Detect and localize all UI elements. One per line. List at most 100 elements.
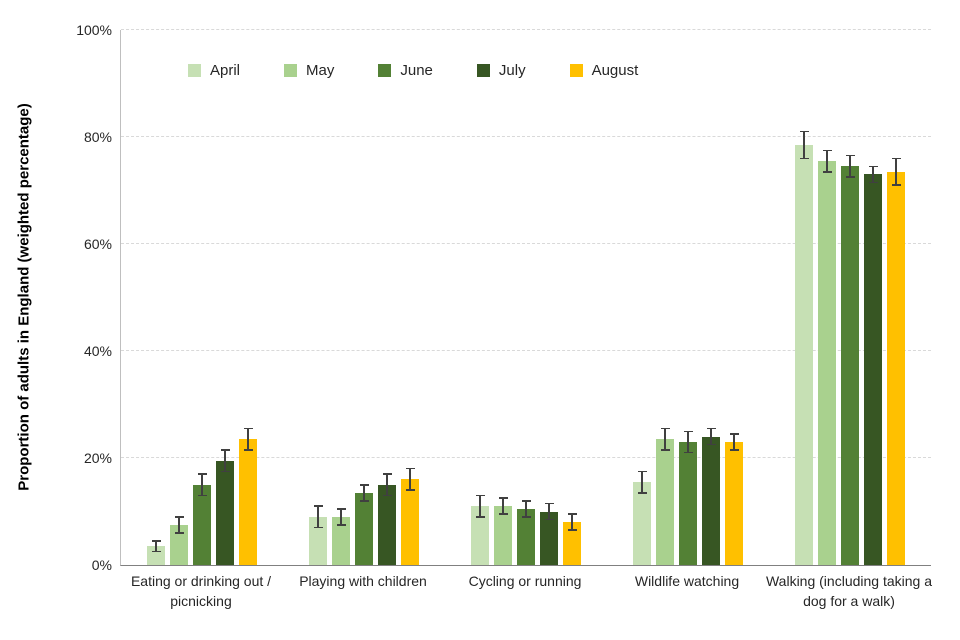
x-axis-label-2: Playing with children (299, 573, 427, 589)
error-bar-august-3 (571, 514, 573, 531)
bar-august-5 (887, 171, 905, 565)
bar-slot-august-5 (887, 30, 905, 565)
error-cap-high-june-4 (683, 430, 693, 432)
error-bar-may-4 (664, 428, 666, 450)
error-bar-may-2 (340, 508, 342, 525)
error-cap-low-may-2 (336, 524, 346, 526)
error-bar-april-2 (317, 506, 319, 528)
bar-june-5 (841, 166, 859, 565)
error-bar-april-1 (155, 540, 157, 552)
bar-june-4 (679, 441, 697, 565)
error-bar-may-3 (502, 498, 504, 515)
error-cap-high-april-3 (475, 494, 485, 497)
bar-august-3 (563, 522, 581, 565)
bar-june-3 (517, 508, 535, 565)
error-cap-low-july-3 (544, 518, 554, 521)
error-cap-low-april-1 (151, 550, 161, 553)
legend-swatch-june (378, 64, 392, 77)
x-axis-label-5: Walking (including taking a dog for a wa… (765, 573, 932, 609)
bar-slot-april-4 (633, 30, 651, 565)
error-cap-low-june-1 (197, 494, 207, 497)
y-tick-label-100: 100% (76, 22, 112, 38)
y-tick-label-40: 40% (83, 343, 112, 359)
error-cap-low-july-5 (868, 181, 878, 184)
error-bar-june-4 (687, 431, 689, 453)
error-bar-may-5 (826, 150, 828, 172)
bar-group-1 (121, 30, 283, 565)
bar-slot-august-3 (563, 30, 581, 565)
error-cap-high-may-4 (660, 427, 670, 430)
bar-slot-june-3 (517, 30, 535, 565)
error-cap-low-july-4 (706, 443, 716, 446)
legend-item-august: August (569, 62, 639, 79)
bar-slot-may-4 (656, 30, 674, 565)
bar-slot-august-2 (401, 30, 419, 565)
bar-april-5 (795, 145, 813, 565)
bar-july-5 (864, 174, 882, 565)
x-axis-label-1: Eating or drinking out / picnicking (130, 573, 272, 609)
bar-may-3 (494, 506, 512, 565)
bar-group-5 (769, 30, 931, 565)
legend-item-april: April (188, 62, 240, 79)
bar-slot-july-4 (702, 30, 720, 565)
bar-may-5 (818, 161, 836, 565)
y-tick-label-60: 60% (83, 236, 112, 252)
error-cap-low-august-5 (891, 184, 901, 186)
error-cap-high-april-4 (637, 470, 647, 473)
plot-area (120, 29, 931, 566)
bar-slot-july-1 (216, 30, 234, 565)
y-tick-label-20: 20% (83, 450, 112, 466)
error-cap-low-april-5 (799, 157, 809, 160)
error-cap-high-june-5 (845, 154, 855, 157)
error-cap-high-april-5 (799, 130, 809, 133)
error-bar-june-5 (849, 155, 851, 178)
legend-item-june: June (378, 62, 433, 79)
legend-swatch-april (188, 64, 201, 77)
error-cap-low-may-4 (660, 449, 670, 451)
error-cap-high-august-2 (405, 467, 415, 470)
legend-label-may: May (306, 62, 335, 79)
bar-july-2 (378, 484, 396, 565)
error-cap-high-august-5 (891, 157, 901, 160)
error-bar-june-3 (525, 500, 527, 517)
error-bar-april-3 (479, 495, 481, 517)
error-cap-low-june-3 (521, 516, 531, 518)
error-bar-may-1 (178, 516, 180, 533)
bar-slot-may-3 (494, 30, 512, 565)
bar-april-2 (309, 516, 327, 565)
error-cap-low-june-5 (845, 176, 855, 178)
bar-slot-may-2 (332, 30, 350, 565)
error-cap-high-august-3 (567, 513, 577, 515)
bar-slot-july-2 (378, 30, 396, 565)
error-cap-low-may-5 (822, 171, 832, 173)
bar-july-3 (540, 511, 558, 565)
legend-label-august: August (591, 62, 639, 79)
y-axis-tick-labels: 0% 20% 40% 60% 80% 100% (58, 22, 112, 573)
error-cap-high-may-2 (336, 508, 346, 510)
error-bar-july-5 (872, 166, 874, 183)
error-cap-low-june-2 (359, 500, 369, 502)
gridline-60 (121, 243, 931, 244)
gridline-100 (121, 29, 931, 30)
bar-august-1 (239, 439, 257, 565)
error-cap-high-july-2 (382, 473, 392, 475)
bar-may-2 (332, 516, 350, 565)
error-cap-low-august-1 (243, 449, 253, 451)
bar-slot-july-5 (864, 30, 882, 565)
legend-label-april: April (210, 62, 241, 79)
error-cap-low-august-3 (567, 529, 577, 531)
bar-june-2 (355, 492, 373, 565)
bar-group-2 (283, 30, 445, 565)
error-bar-august-5 (895, 158, 897, 186)
error-cap-low-april-4 (637, 492, 647, 494)
error-cap-high-may-3 (498, 497, 508, 499)
error-cap-high-july-3 (544, 502, 554, 505)
legend-swatch-may (284, 64, 298, 77)
error-bar-august-4 (733, 433, 735, 450)
error-cap-high-june-3 (521, 500, 531, 502)
error-cap-low-april-3 (475, 516, 485, 518)
error-bar-july-4 (710, 428, 712, 445)
gridline-20 (121, 457, 931, 458)
gridline-80 (121, 136, 931, 137)
